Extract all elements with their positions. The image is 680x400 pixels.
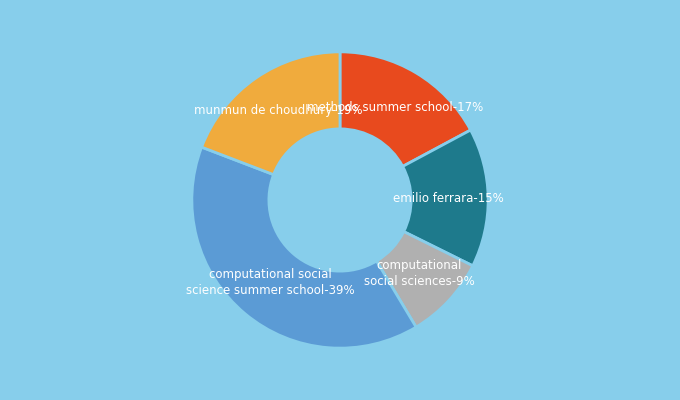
Text: methods summer school-17%: methods summer school-17% — [307, 101, 483, 114]
Wedge shape — [192, 147, 416, 348]
Text: emilio ferrara-15%: emilio ferrara-15% — [393, 192, 503, 205]
Text: munmun de choudhury-19%: munmun de choudhury-19% — [194, 104, 363, 118]
Wedge shape — [201, 52, 340, 175]
Wedge shape — [403, 130, 488, 266]
Text: computational
social sciences-9%: computational social sciences-9% — [364, 259, 475, 288]
Wedge shape — [340, 52, 471, 166]
Wedge shape — [377, 232, 473, 327]
Text: computational social
science summer school-39%: computational social science summer scho… — [186, 268, 355, 297]
